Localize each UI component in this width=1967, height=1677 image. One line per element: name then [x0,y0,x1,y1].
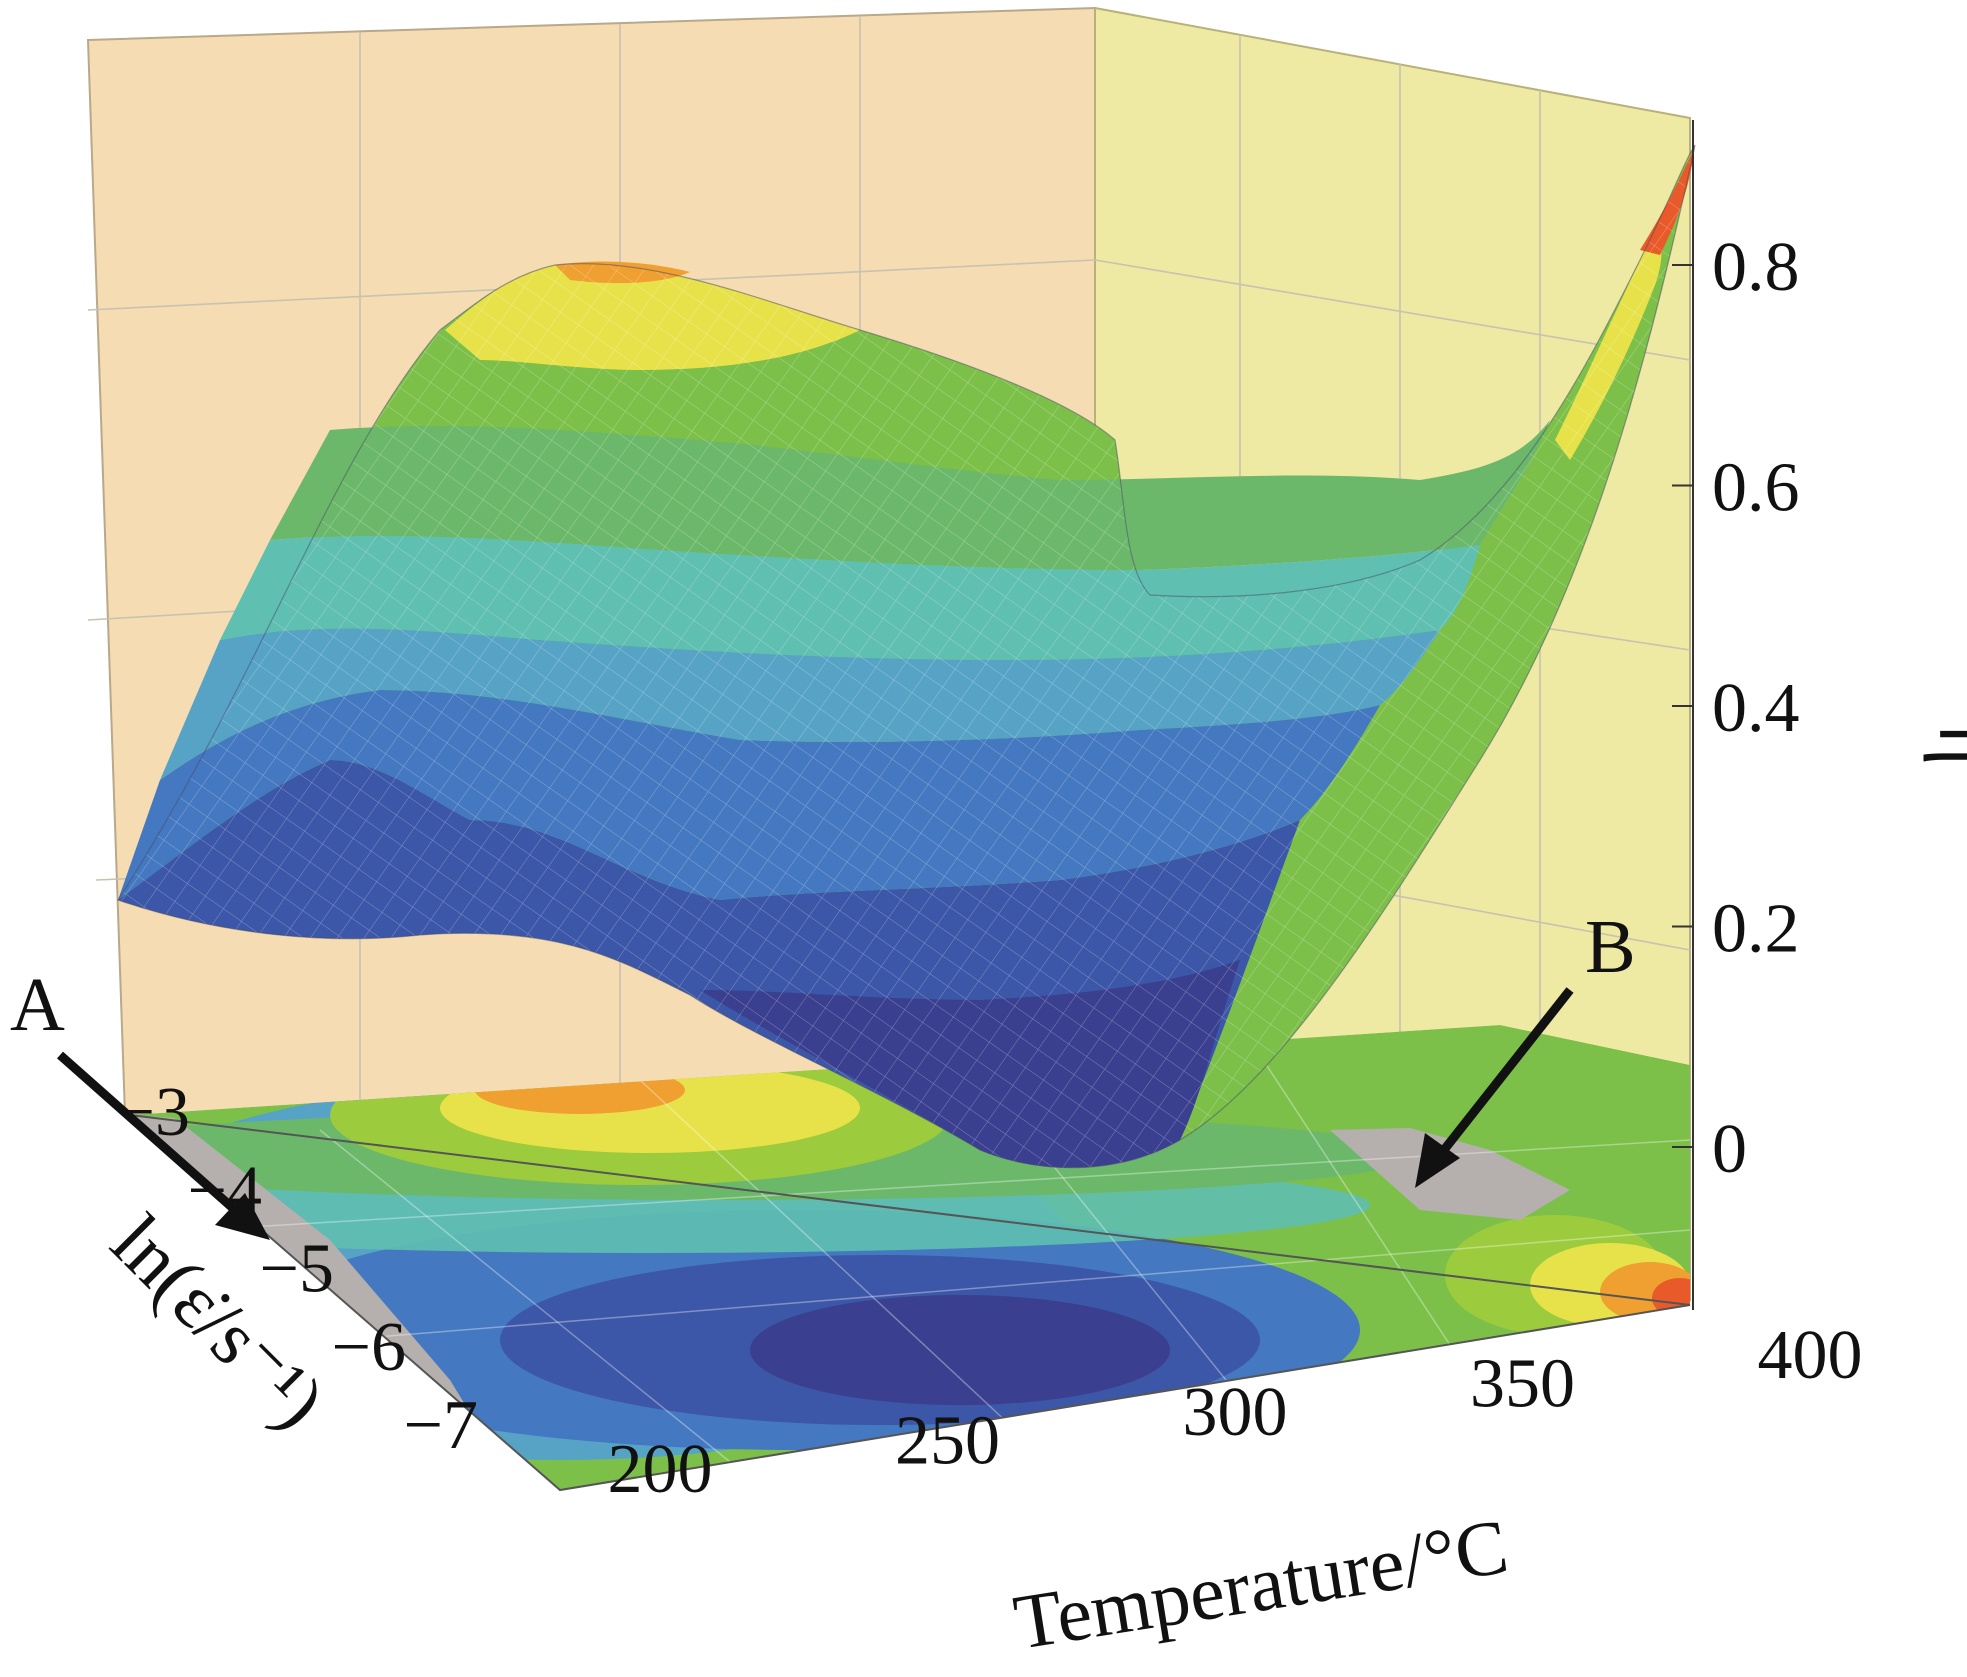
z-axis-title: η [1923,725,1967,766]
z-axis: 0 0.2 0.4 0.6 0.8 η [1672,120,1967,1310]
annotation-b-arrow-shaft [1436,987,1574,1158]
annotation-a-arrowhead [215,1193,270,1240]
z-tick-label: 0.8 [1712,229,1800,306]
floor-contour [130,1025,1690,1490]
surface-mesh [117,144,1696,1169]
annotation-a: A [10,963,270,1240]
efficiency-surface [117,144,1696,1169]
annotation-b: B [1415,905,1636,1188]
x-tick-label: 400 [1758,1317,1863,1394]
floor-outline [126,1113,1691,1492]
annotation-a-label: A [10,963,65,1047]
z-tick-label: 0 [1712,1111,1747,1188]
x-tick-label: 350 [1470,1346,1575,1423]
y-tick-label: −5 [260,1231,334,1308]
z-tick-label: 0.2 [1712,891,1800,968]
x-tick-label: 250 [895,1403,1000,1480]
z-tick-label: 0.6 [1712,450,1800,527]
x-axis-title: Temperature/°C [1008,1502,1513,1666]
x-tick-label: 300 [1183,1374,1288,1451]
unstable-region-b [1330,1128,1570,1220]
y-tick-label: −6 [332,1309,406,1386]
z-tick-label: 0.4 [1712,670,1800,747]
y-tick-label: −7 [404,1387,478,1464]
surface-corner-red [1640,145,1695,255]
annotation-a-arrow-shaft [57,1051,238,1214]
annotation-b-arrowhead [1415,1133,1460,1188]
x-tick-label: 200 [608,1431,713,1508]
annotation-b-label: B [1585,905,1636,989]
